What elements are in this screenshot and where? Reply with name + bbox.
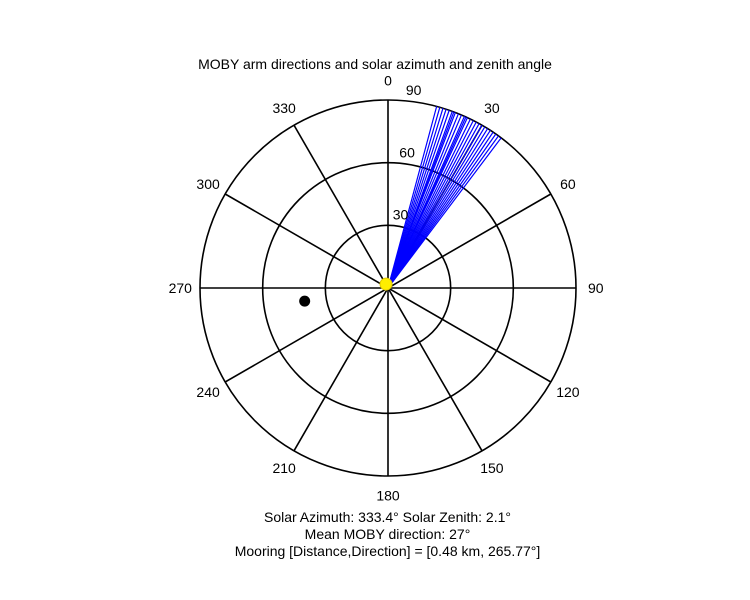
radial-tick-label: 30 <box>393 207 409 223</box>
mooring-caption: Mooring [Distance,Direction] = [0.48 km,… <box>234 543 541 559</box>
angle-tick-label: 180 <box>376 488 400 504</box>
polar-ring <box>324 224 452 352</box>
angle-tick-label: 150 <box>480 460 504 476</box>
angle-tick-label: 120 <box>556 384 580 400</box>
angle-tick-label: 90 <box>588 280 604 296</box>
angle-tick-label: 210 <box>272 460 296 476</box>
angle-tick-label: 60 <box>560 176 576 192</box>
sun-marker <box>379 277 393 291</box>
angle-tick-label: 330 <box>272 100 296 116</box>
chart-title: MOBY arm directions and solar azimuth an… <box>198 56 552 72</box>
angle-tick-label: 30 <box>484 100 500 116</box>
radial-tick-label: 90 <box>406 82 422 98</box>
polar-ring <box>261 161 515 415</box>
solar-caption: Solar Azimuth: 333.4° Solar Zenith: 2.1° <box>264 509 511 525</box>
angle-tick-label: 240 <box>196 384 220 400</box>
angle-tick-label: 300 <box>196 176 220 192</box>
angle-tick-label: 0 <box>384 72 392 88</box>
arm-direction-line <box>387 137 502 289</box>
mooring-marker <box>299 295 311 307</box>
mean-direction-caption: Mean MOBY direction: 27° <box>304 526 471 542</box>
radial-tick-label: 60 <box>399 144 415 160</box>
polar-ring <box>199 99 577 477</box>
angle-tick-label: 270 <box>169 280 193 296</box>
